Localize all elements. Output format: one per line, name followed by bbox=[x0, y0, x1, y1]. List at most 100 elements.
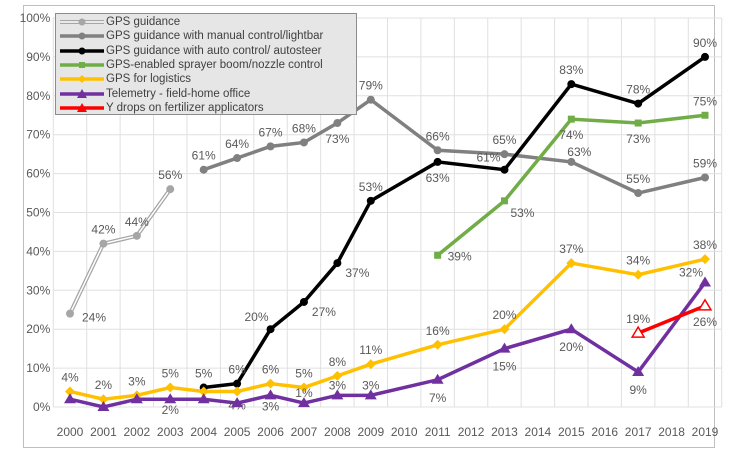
data-point bbox=[99, 239, 108, 248]
data-label: 2% bbox=[95, 378, 113, 392]
x-tick-label: 2011 bbox=[425, 425, 451, 439]
data-label: 74% bbox=[559, 128, 583, 142]
data-label: 5% bbox=[295, 367, 313, 381]
data-point bbox=[64, 393, 76, 404]
legend-label: Y drops on fertilizer applicators bbox=[106, 101, 264, 114]
data-point bbox=[165, 382, 176, 393]
data-label: 64% bbox=[225, 137, 249, 151]
data-point bbox=[65, 386, 75, 397]
data-label: 59% bbox=[693, 156, 717, 170]
data-label: 26% bbox=[693, 315, 717, 329]
x-tick-label: 2016 bbox=[591, 425, 618, 439]
data-point bbox=[701, 52, 709, 61]
legend-item: GPS guidance with auto control/ autostee… bbox=[60, 44, 356, 58]
data-label: 5% bbox=[195, 367, 213, 381]
data-point bbox=[567, 115, 575, 123]
data-point bbox=[333, 119, 342, 128]
data-point bbox=[499, 324, 510, 335]
data-label: 66% bbox=[426, 129, 450, 143]
data-point bbox=[331, 389, 344, 400]
data-point bbox=[333, 259, 342, 268]
legend-swatch-icon bbox=[60, 47, 104, 55]
y-tick-label: 60% bbox=[26, 167, 50, 181]
data-point bbox=[431, 373, 444, 384]
data-label: 75% bbox=[693, 94, 717, 108]
data-label: 19% bbox=[626, 312, 650, 326]
data-point bbox=[232, 386, 243, 397]
data-point bbox=[567, 157, 576, 166]
legend-item: Y drops on fertilizer applicators bbox=[60, 101, 356, 115]
data-label: 63% bbox=[567, 145, 591, 159]
data-point bbox=[231, 397, 244, 408]
x-tick-label: 2004 bbox=[190, 425, 217, 439]
data-point bbox=[299, 138, 308, 147]
legend-swatch-icon bbox=[60, 88, 104, 98]
data-point bbox=[299, 297, 308, 306]
data-label: 55% bbox=[626, 172, 650, 186]
chart-frame bbox=[23, 5, 715, 448]
data-point bbox=[432, 339, 443, 350]
data-point bbox=[634, 99, 643, 108]
data-point bbox=[634, 119, 642, 127]
data-label: 42% bbox=[91, 223, 115, 237]
x-tick-label: 2001 bbox=[90, 425, 117, 439]
data-label: 11% bbox=[359, 343, 382, 357]
data-label: 16% bbox=[426, 324, 450, 338]
data-label: 37% bbox=[559, 242, 583, 256]
legend-label: GPS guidance bbox=[106, 16, 181, 29]
data-label: 20% bbox=[492, 308, 516, 322]
x-tick-label: 2009 bbox=[357, 425, 384, 439]
data-point bbox=[265, 378, 276, 389]
data-label: 73% bbox=[325, 132, 349, 146]
data-point bbox=[166, 185, 175, 194]
data-point bbox=[701, 111, 709, 119]
x-tick-label: 2000 bbox=[57, 425, 84, 439]
data-point bbox=[500, 165, 509, 174]
data-point bbox=[130, 393, 143, 404]
y-tick-label: 40% bbox=[26, 244, 50, 258]
data-label: 3% bbox=[262, 399, 280, 413]
data-label: 90% bbox=[693, 36, 717, 50]
data-label: 56% bbox=[158, 168, 182, 182]
data-label: 37% bbox=[345, 266, 369, 280]
x-tick-label: 2003 bbox=[157, 425, 184, 439]
data-point bbox=[697, 298, 713, 311]
data-point bbox=[565, 323, 578, 334]
data-label: 7% bbox=[429, 391, 447, 405]
data-point bbox=[566, 258, 577, 269]
x-tick-label: 2010 bbox=[391, 425, 418, 439]
legend-swatch-icon bbox=[60, 62, 104, 69]
legend-label: Telemetry - field-home office bbox=[106, 87, 251, 100]
data-point bbox=[567, 80, 576, 89]
data-label: 3% bbox=[362, 378, 380, 392]
data-point bbox=[634, 189, 643, 198]
y-tick-label: 0% bbox=[33, 400, 51, 414]
data-point bbox=[632, 365, 645, 376]
legend-item: GPS guidance with manual control/lightba… bbox=[60, 29, 356, 43]
data-label: 2% bbox=[162, 403, 180, 417]
x-tick-label: 2019 bbox=[692, 425, 719, 439]
legend-label: GPS guidance with manual control/lightba… bbox=[106, 30, 324, 43]
data-label: 15% bbox=[492, 360, 516, 374]
data-label: 38% bbox=[693, 238, 717, 252]
data-point bbox=[633, 269, 644, 280]
data-point bbox=[630, 325, 646, 338]
legend-label: GPS for logistics bbox=[106, 73, 191, 86]
data-point bbox=[264, 389, 277, 400]
legend-item: Telemetry - field-home office bbox=[60, 86, 356, 100]
data-label: 61% bbox=[476, 151, 500, 165]
data-point bbox=[433, 157, 442, 166]
data-label: 8% bbox=[329, 355, 347, 369]
data-label: 6% bbox=[228, 363, 246, 377]
data-label: 65% bbox=[492, 133, 516, 147]
data-label: 53% bbox=[510, 206, 534, 220]
data-point bbox=[500, 197, 508, 205]
legend-item: GPS-enabled sprayer boom/nozzle control bbox=[60, 58, 356, 72]
data-point bbox=[98, 394, 109, 405]
data-label: 9% bbox=[629, 383, 647, 397]
y-tick-label: 100% bbox=[20, 11, 51, 25]
legend-swatch-icon bbox=[60, 102, 104, 112]
data-point bbox=[433, 146, 442, 155]
data-point bbox=[97, 401, 110, 411]
data-label: 68% bbox=[292, 121, 316, 135]
